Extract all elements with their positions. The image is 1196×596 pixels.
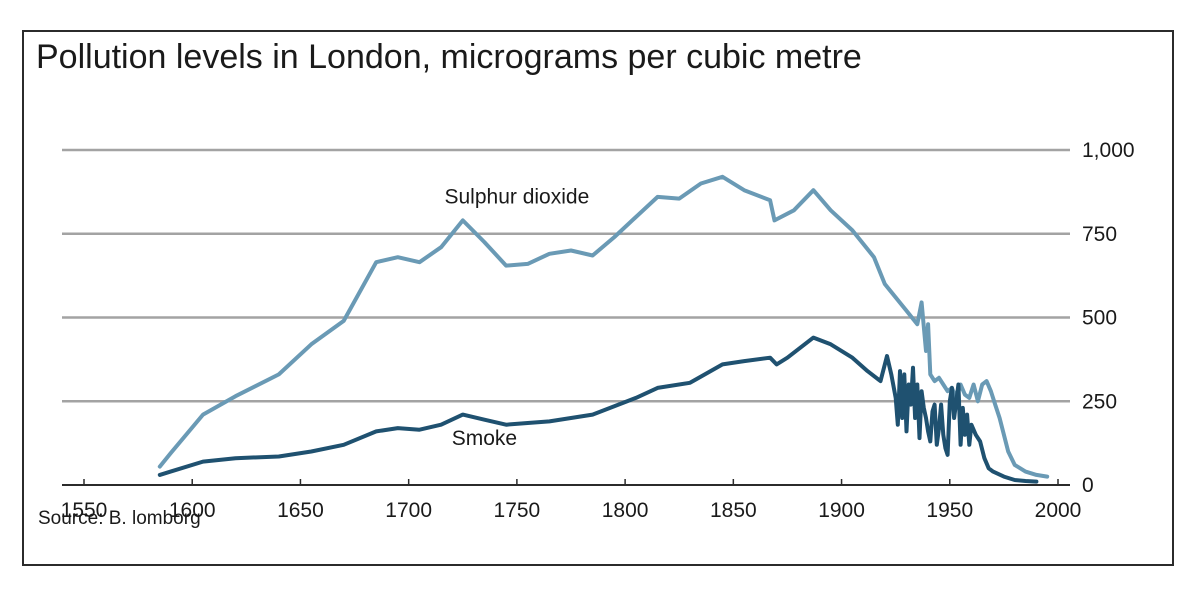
- y-tick-label: 250: [1082, 390, 1117, 413]
- chart-frame: [22, 30, 1174, 566]
- gridlines: 0 250 500 750 1,000: [62, 139, 1135, 497]
- series-line-sulphur-dioxide: [157, 174, 1050, 479]
- chart-source: Source: B. lomborg: [38, 508, 201, 529]
- series-label-smoke: Smoke: [452, 427, 517, 450]
- x-tick-label: 1650: [277, 499, 324, 522]
- x-tick-label: 1800: [602, 499, 649, 522]
- y-tick-label: 0: [1082, 474, 1094, 497]
- x-tick-label: 1750: [494, 499, 541, 522]
- y-tick-label: 750: [1082, 223, 1117, 246]
- x-tick-label: 1900: [818, 499, 865, 522]
- series-line-smoke: [157, 335, 1039, 484]
- x-tick-label: 1700: [385, 499, 432, 522]
- x-tick-label: 1950: [926, 499, 973, 522]
- x-tick-label: 1850: [710, 499, 757, 522]
- x-axis: 1550 1600 1650 1700 1750 1800 1850 1900 1950 2000: [61, 479, 1082, 522]
- y-tick-label: 1,000: [1082, 139, 1135, 162]
- series-lines: [157, 174, 1050, 484]
- y-tick-label: 500: [1082, 307, 1117, 330]
- x-tick-label: 1600: [169, 499, 216, 522]
- x-tick-label: 1550: [61, 499, 108, 522]
- series-label-sulphur-dioxide: Sulphur dioxide: [445, 186, 590, 209]
- series-labels: Sulphur dioxide Smoke: [445, 186, 590, 450]
- x-tick-label: 2000: [1035, 499, 1082, 522]
- chart-title: Pollution levels in London, micrograms p…: [36, 38, 862, 76]
